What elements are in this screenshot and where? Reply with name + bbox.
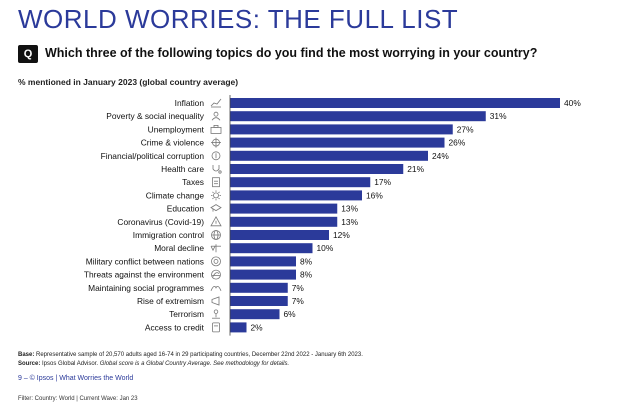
coin-icon <box>211 151 221 161</box>
scales-icon <box>210 244 221 253</box>
trend-icon <box>210 98 222 108</box>
bar <box>230 190 362 201</box>
category-label: Military conflict between nations <box>86 256 204 266</box>
filter-note: Filter: Country: World | Current Wave: J… <box>18 396 138 402</box>
receipt-icon <box>212 177 220 188</box>
bar <box>230 296 288 306</box>
value-label: 6% <box>284 309 297 319</box>
category-label: Unemployment <box>148 124 205 134</box>
value-label: 17% <box>374 177 391 187</box>
hands-icon <box>210 285 222 291</box>
value-label: 10% <box>317 243 334 253</box>
value-label: 21% <box>407 164 424 174</box>
bar <box>230 322 247 333</box>
bar <box>230 137 445 148</box>
bar <box>230 124 453 135</box>
bar <box>230 164 404 174</box>
category-label: Terrorism <box>169 309 204 319</box>
value-label: 7% <box>292 283 305 293</box>
value-label: 31% <box>490 111 507 121</box>
value-label: 24% <box>432 151 449 161</box>
bar <box>230 203 338 214</box>
briefcase-icon <box>210 125 222 134</box>
question-text: Which three of the following topics do y… <box>45 46 538 60</box>
globe-icon <box>211 230 221 240</box>
category-label: Poverty & social inequality <box>106 111 205 121</box>
base-text: Representative sample of 20,570 adults a… <box>36 352 363 358</box>
category-label: Crime & violence <box>141 138 205 148</box>
value-label: 12% <box>333 230 350 240</box>
value-label: 13% <box>341 217 358 227</box>
virus-icon <box>210 215 222 227</box>
bar <box>230 282 288 293</box>
bar <box>230 177 371 188</box>
value-label: 7% <box>292 296 305 306</box>
value-label: 40% <box>564 98 581 108</box>
value-label: 16% <box>366 190 383 200</box>
graduation-cap-icon <box>210 204 222 212</box>
category-label: Rise of extremism <box>137 296 204 306</box>
source-note-text: Global score is a Global Country Average… <box>99 361 290 367</box>
value-label: 27% <box>457 124 474 134</box>
category-label: Moral decline <box>154 243 204 253</box>
value-label: 13% <box>341 204 358 214</box>
category-label: Access to credit <box>145 322 205 332</box>
leaf-globe-icon <box>211 269 221 280</box>
sun-icon <box>211 190 221 201</box>
value-label: 8% <box>300 270 313 280</box>
category-label: Health care <box>161 164 204 174</box>
base-note: Base: Representative sample of 20,570 ad… <box>18 352 363 358</box>
category-label: Taxes <box>182 177 204 187</box>
bar-chart: Inflation 40% Poverty & social inequality 3… <box>84 95 581 336</box>
category-label: Coronavirus (Covid-19) <box>117 217 204 227</box>
megaphone-icon <box>211 296 220 306</box>
person-icon <box>212 309 220 319</box>
stethoscope-icon <box>212 165 222 174</box>
page-title: WORLD WORRIES: THE FULL LIST <box>18 4 459 34</box>
bar <box>230 243 313 254</box>
bar <box>230 256 296 267</box>
category-label: Immigration control <box>133 230 204 240</box>
page-footer: 9 – © Ipsos | What Worries the World <box>18 375 134 382</box>
source-label: Source: <box>18 361 41 367</box>
base-label: Base: <box>18 352 35 358</box>
bar <box>230 150 428 161</box>
category-label: Education <box>167 204 205 214</box>
bar <box>230 216 338 227</box>
people-icon <box>211 111 221 121</box>
bar <box>230 111 486 122</box>
source-note: Source: Ipsos Global Advisor. Global sco… <box>18 361 289 367</box>
category-label: Climate change <box>146 190 205 200</box>
category-label: Maintaining social programmes <box>88 283 204 293</box>
category-label: Inflation <box>175 98 205 108</box>
bar <box>230 269 296 280</box>
bar <box>230 230 329 240</box>
category-label: Threats against the environment <box>84 270 205 280</box>
value-label: 2% <box>251 322 264 332</box>
value-label: 8% <box>300 256 313 266</box>
chart-subtitle: % mentioned in January 2023 (global coun… <box>18 77 239 87</box>
category-label: Financial/political corruption <box>101 151 205 161</box>
value-label: 26% <box>449 138 466 148</box>
shield-icon <box>211 256 221 267</box>
crosshair-icon <box>211 137 221 148</box>
bar <box>230 309 280 320</box>
source-text: Ipsos Global Advisor. <box>42 361 99 367</box>
question-badge: Q <box>18 45 38 63</box>
card-icon <box>212 322 220 333</box>
bar <box>230 98 560 108</box>
